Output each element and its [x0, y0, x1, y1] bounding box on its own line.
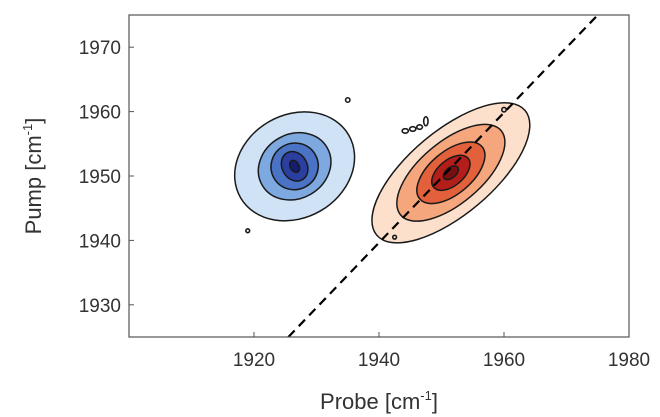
x-tick-label: 1920: [233, 350, 275, 371]
y-axis-label-close: ]: [21, 118, 46, 124]
noise-speck-6: [501, 106, 507, 113]
y-axis-label-text: Pump [cm: [21, 135, 46, 234]
contour-positive-level-5: [442, 165, 460, 181]
y-tick-label: 1970: [79, 38, 121, 59]
noise-speck-5: [422, 115, 429, 127]
x-tick-label: 1960: [483, 350, 525, 371]
x-tick-label: 1940: [358, 350, 400, 371]
y-axis-label-sup: -1: [20, 124, 35, 136]
noise-speck-7: [245, 228, 251, 234]
contour-negative-level-5: [288, 159, 301, 174]
y-tick-label: 1940: [79, 231, 121, 252]
noise-speck-1: [344, 96, 351, 104]
noise-speck-4: [416, 124, 424, 131]
y-tick-label: 1930: [79, 296, 121, 317]
plot-frame: [128, 14, 630, 338]
x-axis-label-sup: -1: [420, 388, 432, 403]
y-tick-label: 1950: [79, 167, 121, 188]
y-ticks: 1930 1940 1950 1960 1970: [79, 38, 134, 317]
noise-speck-2: [401, 127, 410, 134]
x-ticks: 1920 1940 1960 1980: [233, 332, 650, 371]
x-axis-label: Probe [cm-1]: [320, 388, 438, 414]
noise-specks: [245, 96, 507, 240]
x-axis-label-close: ]: [432, 389, 438, 414]
x-axis-label-text: Probe [cm: [320, 389, 420, 414]
noise-speck-8: [391, 234, 398, 240]
y-tick-label: 1960: [79, 103, 121, 124]
noise-speck-3: [408, 125, 417, 133]
x-tick-label: 1980: [608, 350, 650, 371]
contour-layer: [233, 101, 531, 244]
y-axis-label: Pump [cm-1]: [20, 118, 46, 235]
